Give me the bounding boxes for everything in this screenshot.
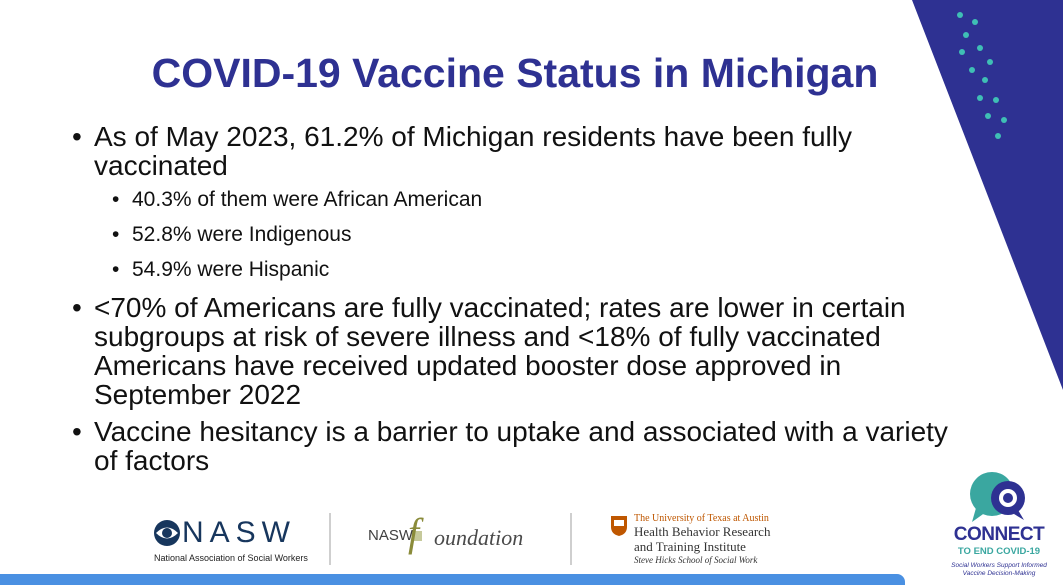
bullet-item: • <70% of Americans are fully vaccinated…	[72, 293, 972, 409]
nasw-wordmark: NASW	[182, 516, 296, 549]
partner-logos: NASW National Association of Social Work…	[0, 505, 900, 570]
bullet-marker: •	[112, 223, 120, 246]
connect-tagline: Vaccine Decision-Making	[962, 570, 1036, 577]
logo-divider	[329, 513, 331, 565]
sub-bullet-item: • 40.3% of them were African American	[112, 188, 972, 212]
bullet-marker: •	[72, 121, 82, 152]
foundation-prefix: NASW	[368, 527, 413, 544]
sub-bullet-item: • 54.9% were Hispanic	[112, 258, 972, 282]
ut-austin-logo: The University of Texas at Austin Health…	[610, 513, 810, 569]
foundation-word: oundation	[434, 525, 524, 550]
slide-title: COVID-19 Vaccine Status in Michigan	[151, 50, 879, 96]
logo-divider	[570, 513, 572, 565]
speech-bubbles-icon	[970, 472, 1025, 522]
sub-bullet-text: 52.8% were Indigenous	[132, 223, 352, 246]
sub-bullet-list: • 40.3% of them were African American • …	[112, 188, 972, 282]
foundation-square-icon	[412, 531, 422, 541]
bullet-marker: •	[112, 188, 120, 211]
bullet-marker: •	[112, 258, 120, 281]
ut-line: and Training Institute	[634, 539, 746, 554]
bullet-item: • As of May 2023, 61.2% of Michigan resi…	[72, 122, 972, 180]
bullet-marker: •	[72, 292, 82, 323]
bullet-list: • As of May 2023, 61.2% of Michigan resi…	[72, 122, 972, 483]
nasw-subtitle: National Association of Social Workers	[154, 553, 308, 563]
sub-bullet-text: 40.3% of them were African American	[132, 188, 483, 211]
sub-bullet-item: • 52.8% were Indigenous	[112, 223, 972, 247]
connect-tagline: Social Workers Support Informed	[951, 562, 1047, 569]
bullet-text: <70% of Americans are fully vaccinated; …	[94, 292, 906, 410]
nasw-foundation-logo: NASW f oundation	[368, 511, 538, 567]
connect-wordmark: CONNECT	[953, 524, 1045, 545]
ut-line: The University of Texas at Austin	[634, 513, 769, 524]
nasw-logo: NASW National Association of Social Work…	[152, 515, 322, 567]
bullet-text: As of May 2023, 61.2% of Michigan reside…	[94, 121, 852, 181]
foundation-initial: f	[408, 510, 420, 555]
ut-line: Steve Hicks School of Social Work	[634, 555, 758, 565]
connect-subtitle: TO END COVID-19	[957, 546, 1041, 557]
bullet-marker: •	[72, 416, 82, 447]
bullet-text: Vaccine hesitancy is a barrier to uptake…	[94, 416, 948, 476]
sub-bullet-text: 54.9% were Hispanic	[132, 258, 330, 281]
ut-shield-icon	[611, 516, 627, 536]
nasw-mark-icon	[154, 520, 180, 546]
bottom-bar	[0, 574, 905, 585]
bullet-item: • Vaccine hesitancy is a barrier to upta…	[72, 417, 972, 475]
ut-line: Health Behavior Research	[634, 524, 771, 539]
connect-logo: CONNECT TO END COVID-19 Social Workers S…	[938, 466, 1060, 584]
